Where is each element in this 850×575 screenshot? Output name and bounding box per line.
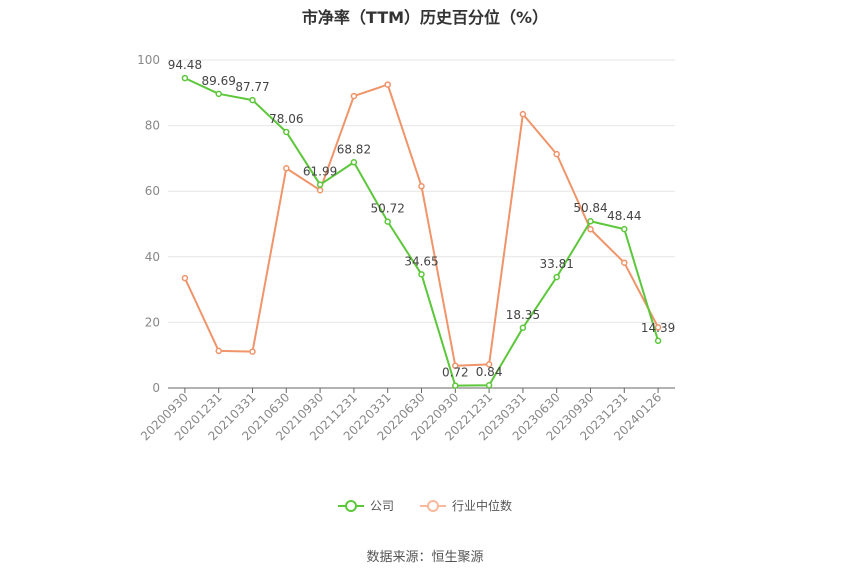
data-label: 78.06 (269, 112, 303, 126)
data-point (283, 128, 290, 136)
data-point (181, 74, 189, 82)
legend-label-industry: 行业中位数 (452, 499, 513, 513)
data-point (350, 92, 358, 100)
data-label: 0.72 (442, 366, 469, 380)
data-point (215, 90, 222, 98)
legend-item-industry[interactable]: 行业中位数 (420, 497, 512, 514)
legend-swatch-industry (420, 499, 446, 513)
data-point (553, 150, 560, 158)
data-point (215, 347, 222, 355)
data-point (519, 110, 527, 118)
data-point (621, 225, 628, 233)
legend-swatch-company (337, 499, 364, 513)
data-point (621, 259, 628, 266)
data-label: 50.72 (371, 202, 405, 216)
data-point (654, 324, 662, 331)
data-point (452, 362, 459, 369)
data-label: 87.77 (235, 80, 269, 94)
data-label: 0.84 (476, 365, 503, 379)
data-point (485, 381, 493, 389)
y-tick-label: 80 (145, 119, 160, 133)
y-tick-label: 100 (137, 53, 160, 67)
data-point (350, 159, 358, 166)
data-label: 18.35 (506, 308, 540, 322)
legend: 公司 行业中位数 (0, 497, 850, 514)
data-point (519, 324, 527, 332)
data-label: 48.44 (607, 209, 641, 223)
data-point (553, 273, 560, 281)
data-point (587, 225, 594, 233)
legend-label-company: 公司 (369, 499, 394, 513)
data-point (654, 337, 662, 345)
data-label: 14.39 (641, 321, 675, 335)
data-point (249, 96, 256, 104)
data-point (384, 218, 391, 225)
legend-item-company[interactable]: 公司 (337, 497, 394, 514)
data-point (452, 382, 459, 389)
data-point (418, 183, 425, 190)
data-label: 34.65 (404, 254, 438, 268)
data-label: 94.48 (168, 58, 202, 72)
data-point (249, 348, 256, 355)
data-point (283, 164, 290, 172)
series (181, 74, 662, 389)
data-label: 68.82 (337, 142, 371, 156)
data-point (316, 186, 324, 194)
data-point (587, 217, 594, 225)
chart-title: 市净率（TTM）历史百分位（%） (301, 8, 549, 27)
axes: 0204060801002020093020201231202103312021… (137, 53, 675, 443)
data-point (418, 271, 425, 278)
data-point (316, 181, 324, 188)
data-point (181, 274, 189, 282)
y-tick-label: 40 (145, 250, 160, 264)
data-label: 33.81 (540, 257, 574, 271)
y-tick-label: 60 (145, 184, 160, 198)
y-tick-label: 20 (145, 315, 160, 329)
data-label: 61.99 (303, 165, 337, 179)
data-point (384, 81, 391, 88)
data-label: 50.84 (573, 201, 607, 215)
series-line-company (184, 77, 660, 387)
source-note: 数据来源：恒生聚源 (366, 550, 484, 565)
y-tick-label: 0 (152, 381, 160, 395)
data-label: 89.69 (202, 74, 236, 88)
data-point (485, 361, 493, 368)
